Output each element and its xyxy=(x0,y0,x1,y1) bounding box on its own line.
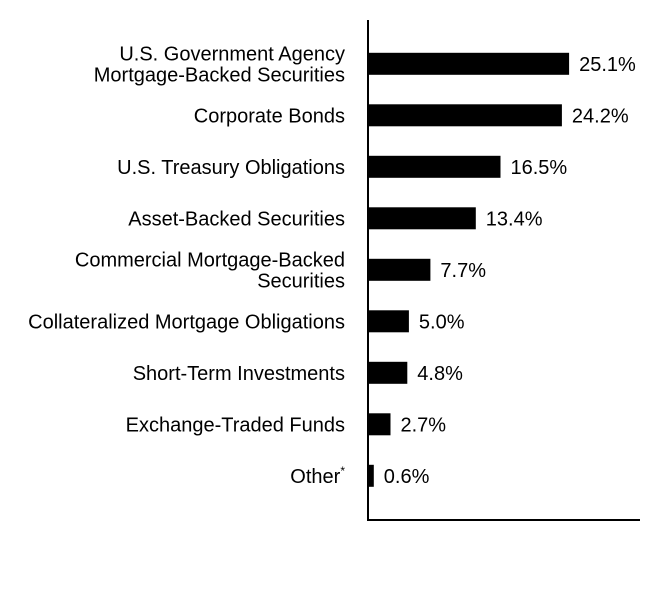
category-label-5: Collateralized Mortgage Obligations xyxy=(28,311,345,333)
category-label-4-line-0: Commercial Mortgage-Backed xyxy=(75,249,345,271)
category-label-0-line-0: U.S. Government Agency xyxy=(119,43,345,65)
bar-6 xyxy=(369,361,408,384)
category-label-4-line-1: Securities xyxy=(257,270,345,292)
bar-2 xyxy=(369,155,501,178)
value-label-7: 2.7% xyxy=(401,414,447,436)
bar-1 xyxy=(369,104,562,127)
category-label-6: Short-Term Investments xyxy=(133,363,345,385)
value-label-0: 25.1% xyxy=(579,54,636,76)
category-label-8: Other* xyxy=(290,464,345,488)
bar-4 xyxy=(369,258,431,281)
bar-0 xyxy=(369,52,570,75)
bar-8 xyxy=(369,464,374,487)
bars-layer xyxy=(369,52,570,487)
category-label-0-line-1: Mortgage-Backed Securities xyxy=(94,64,345,86)
value-label-3: 13.4% xyxy=(486,208,543,230)
labels-layer: 25.1% U.S. Government AgencyMortgage-Back… xyxy=(28,43,636,488)
value-label-2: 16.5% xyxy=(511,157,568,179)
value-label-4: 7.7% xyxy=(440,260,486,282)
value-label-6: 4.8% xyxy=(417,363,463,385)
category-label-3: Asset-Backed Securities xyxy=(128,208,345,230)
category-label-1: Corporate Bonds xyxy=(194,105,345,127)
category-label-2: U.S. Treasury Obligations xyxy=(117,157,345,179)
category-label-7: Exchange-Traded Funds xyxy=(126,414,345,436)
bar-5 xyxy=(369,310,409,333)
footnote-marker: * xyxy=(340,464,345,478)
bar-3 xyxy=(369,207,476,230)
value-label-5: 5.0% xyxy=(419,311,465,333)
value-label-8: 0.6% xyxy=(384,466,430,488)
bar-7 xyxy=(369,413,391,436)
value-label-1: 24.2% xyxy=(572,105,629,127)
